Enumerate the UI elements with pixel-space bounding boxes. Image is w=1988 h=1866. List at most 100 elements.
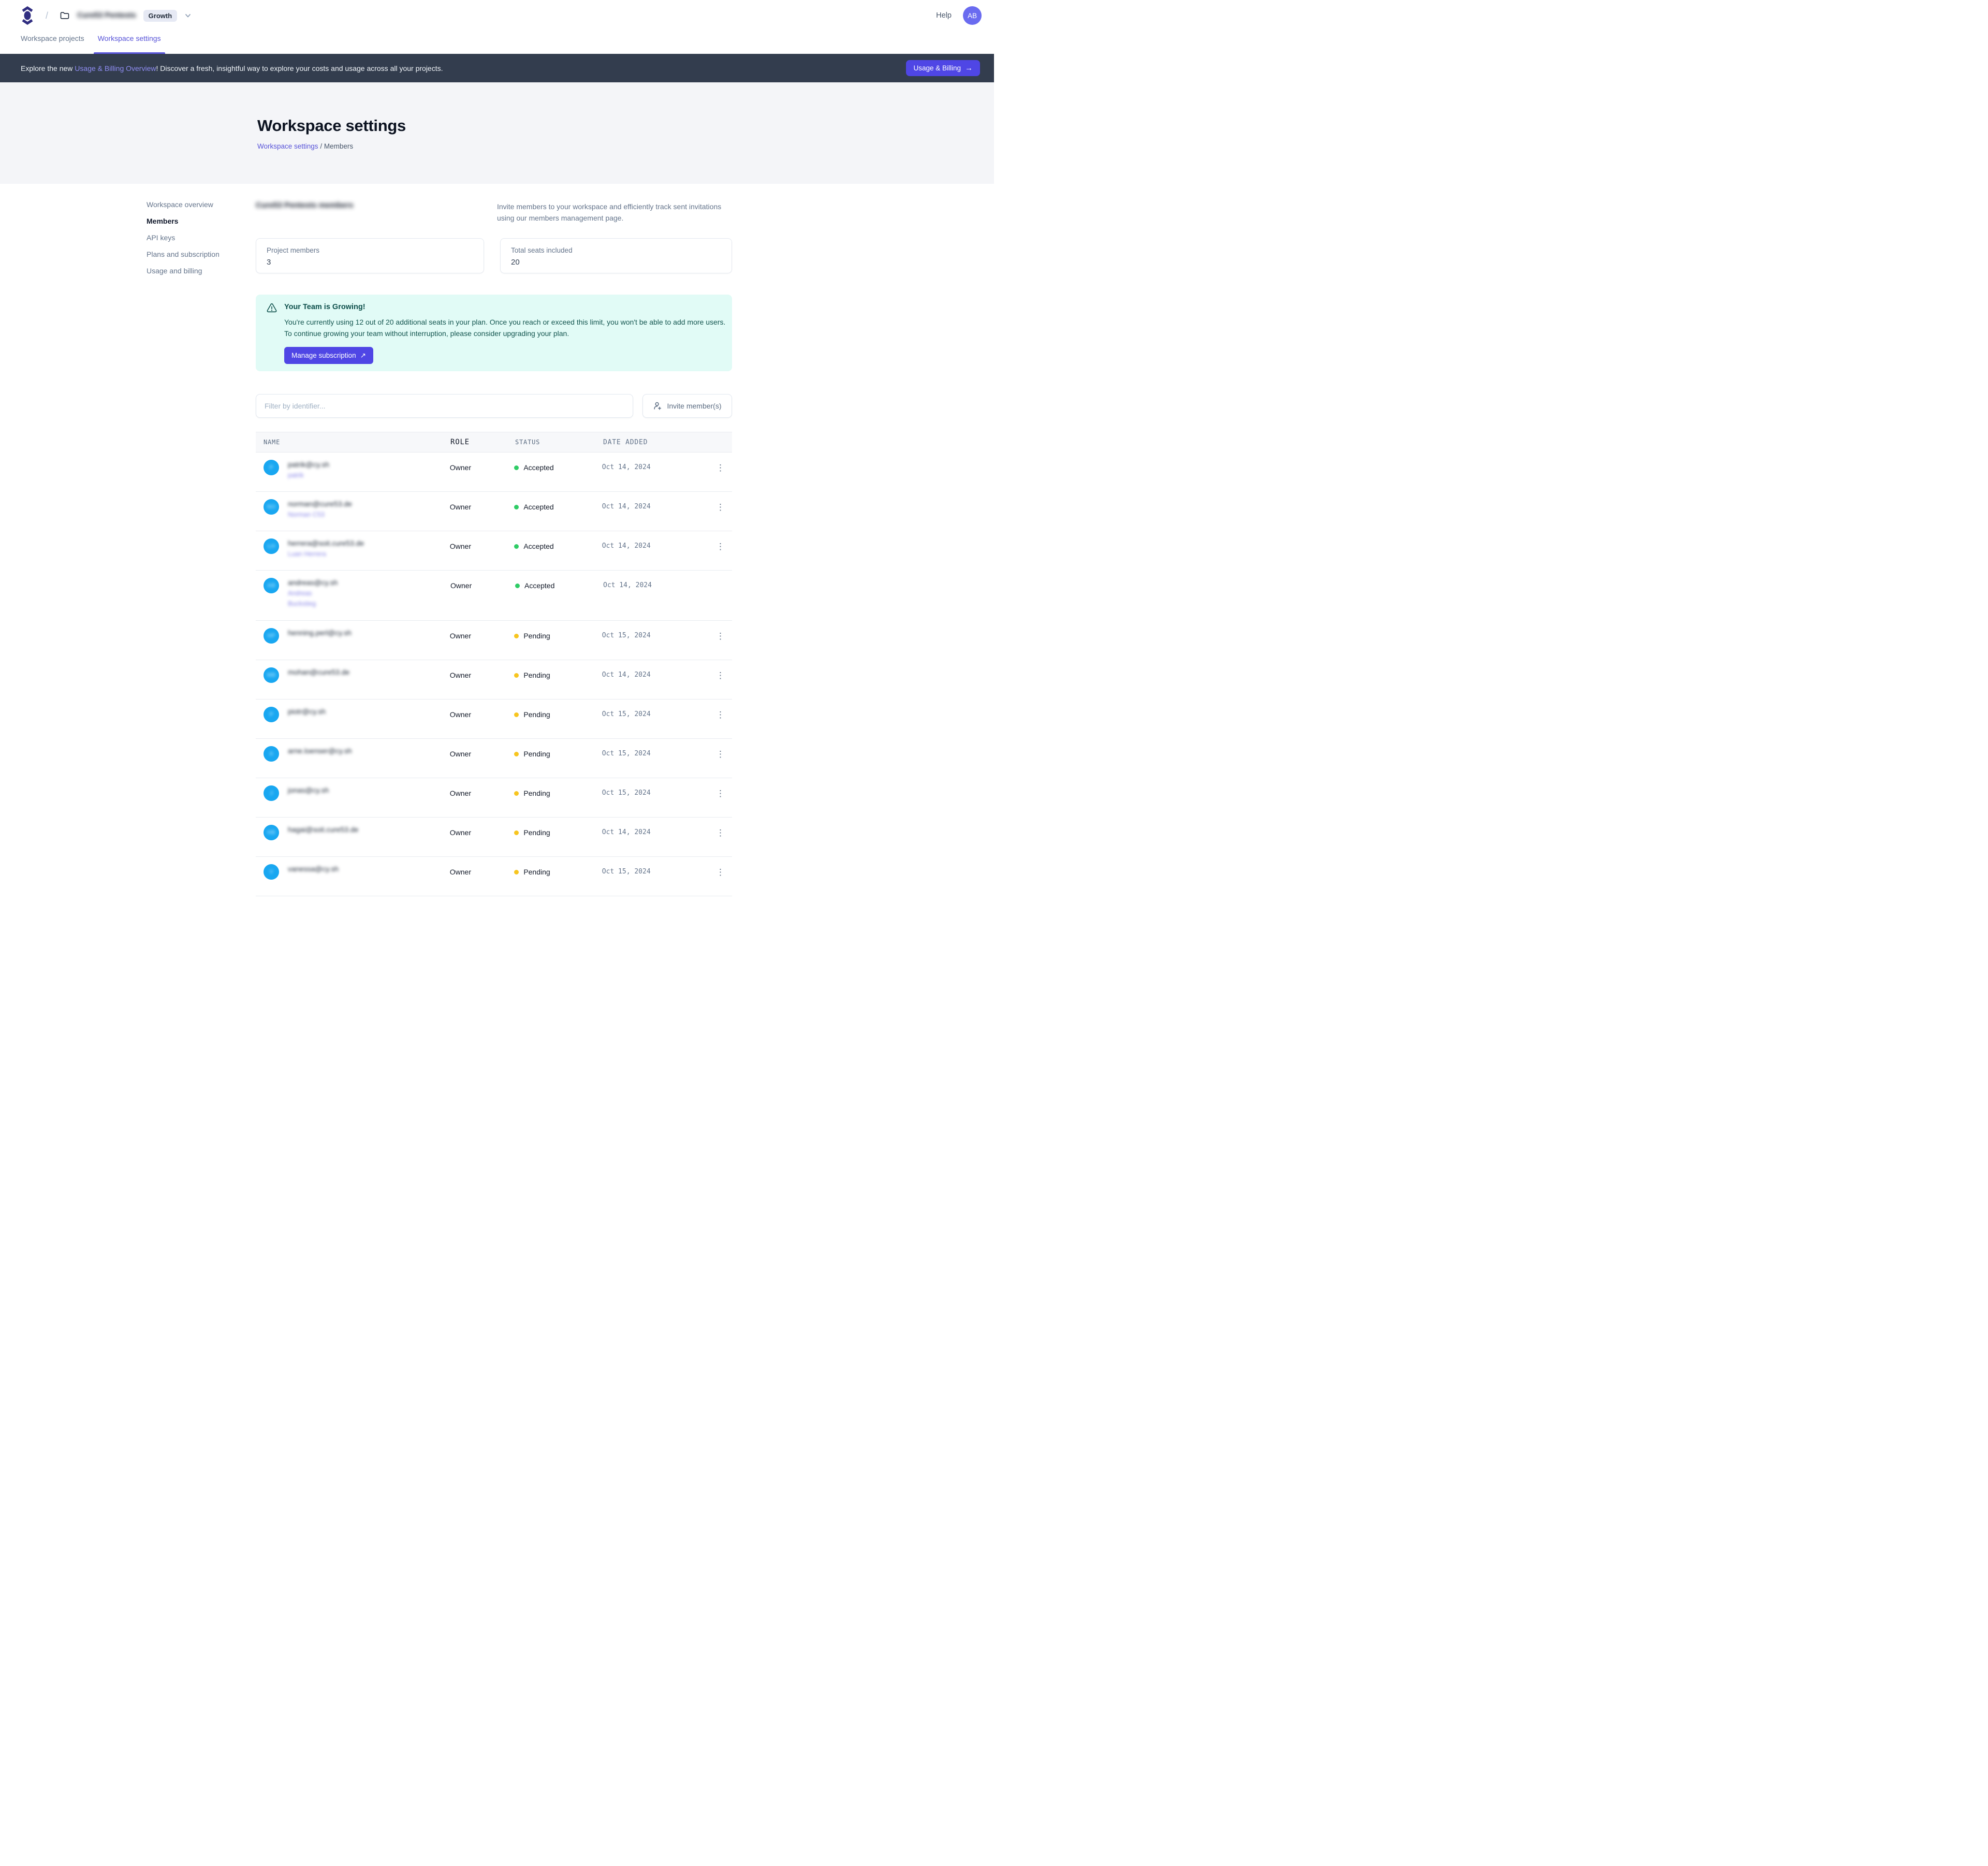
kebab-menu-icon[interactable]: ⋮ <box>716 502 725 512</box>
member-date-added: Oct 15, 2024 <box>602 789 651 797</box>
column-header-status: STATUS <box>515 439 540 446</box>
member-avatar: NO <box>264 499 279 515</box>
kebab-menu-icon[interactable]: ⋮ <box>716 542 725 551</box>
member-name: Andreas <box>288 590 312 597</box>
members-section: Cure53 Pentests members Invite members t… <box>256 201 732 896</box>
member-role: Owner <box>449 828 471 837</box>
table-row: P piotr@cy.sh Owner Pending Oct 15, 2024… <box>256 699 732 739</box>
folder-icon <box>60 12 69 19</box>
table-row: V vanessa@cy.sh Owner Pending Oct 15, 20… <box>256 857 732 896</box>
member-date-added: Oct 14, 2024 <box>602 828 651 836</box>
member-status: Accepted <box>514 538 602 550</box>
member-avatar: HB <box>264 825 279 840</box>
member-avatar: AB <box>264 578 279 593</box>
page-title: Workspace settings <box>257 116 406 135</box>
member-status: Pending <box>514 864 602 876</box>
kebab-menu-icon[interactable]: ⋮ <box>716 749 725 759</box>
manage-subscription-button[interactable]: Manage subscription ↗ <box>284 347 373 364</box>
kebab-menu-icon[interactable]: ⋮ <box>716 789 725 798</box>
table-row: P patrik@cy.sh patrik Owner Accepted Oct … <box>256 453 732 492</box>
table-row: J jonas@cy.sh Owner Pending Oct 15, 2024… <box>256 778 732 818</box>
member-avatar: A <box>264 746 279 762</box>
member-role: Owner <box>449 632 471 640</box>
member-status: Pending <box>514 746 602 758</box>
member-avatar: V <box>264 864 279 880</box>
member-name: patrik <box>288 472 304 479</box>
kebab-menu-icon[interactable]: ⋮ <box>716 867 725 877</box>
table-header: NAME ROLE STATUS DATE ADDED <box>256 432 732 453</box>
kebab-menu-icon[interactable]: ⋮ <box>716 631 725 641</box>
sidebar-item-workspace-overview[interactable]: Workspace overview <box>147 200 213 209</box>
plan-badge[interactable]: Growth <box>143 9 178 22</box>
warning-icon <box>267 303 277 312</box>
primary-tabs: Workspace projects Workspace settings <box>0 31 994 54</box>
sidebar-item-api-keys[interactable]: API keys <box>147 234 176 242</box>
member-role: Owner <box>449 503 471 511</box>
member-date-added: Oct 15, 2024 <box>602 868 651 876</box>
member-avatar: LH <box>264 538 279 554</box>
member-avatar: MB <box>264 667 279 683</box>
workspace-name[interactable]: Cure53 Pentests <box>77 11 136 20</box>
kebab-menu-icon[interactable]: ⋮ <box>716 710 725 720</box>
usage-billing-button[interactable]: Usage & Billing → <box>906 60 980 76</box>
banner-text: Explore the new Usage & Billing Overview… <box>21 64 443 72</box>
user-plus-icon <box>654 402 662 410</box>
member-email: hagai@soit.cure53.de <box>288 825 359 834</box>
member-role: Owner <box>449 789 471 797</box>
member-email: henning.perl@cy.sh <box>288 629 352 637</box>
member-avatar: P <box>264 707 279 722</box>
kebab-menu-icon[interactable]: ⋮ <box>716 670 725 680</box>
member-role: Owner <box>449 868 471 876</box>
column-header-name: NAME <box>264 439 281 446</box>
column-header-role: ROLE <box>450 438 470 446</box>
team-growing-notice: Your Team is Growing! You're currently u… <box>256 294 732 371</box>
filter-input[interactable] <box>256 394 633 418</box>
breadcrumb: Workspace settings / Members <box>257 142 354 150</box>
sidebar-item-plans-and-subscription[interactable]: Plans and subscription <box>147 250 220 258</box>
stat-value: 3 <box>267 257 271 267</box>
invite-members-button[interactable]: Invite member(s) <box>642 394 732 418</box>
table-row: HB hagai@soit.cure53.de Owner Pending Oc… <box>256 818 732 857</box>
member-date-added: Oct 14, 2024 <box>602 503 651 511</box>
breadcrumb-workspace-settings-link[interactable]: Workspace settings <box>257 142 318 150</box>
notice-body: You're currently using 12 out of 20 addi… <box>284 317 726 338</box>
status-dot-icon <box>514 673 519 678</box>
members-intro: Invite members to your workspace and eff… <box>497 202 722 223</box>
member-date-added: Oct 14, 2024 <box>602 463 651 471</box>
member-name: Norman C53 <box>288 511 325 518</box>
status-dot-icon <box>514 751 519 756</box>
member-role: Owner <box>449 710 471 719</box>
stats-row: Project members 3 Total seats included 20 <box>256 238 732 273</box>
notice-title: Your Team is Growing! <box>284 302 366 311</box>
member-email: jonas@cy.sh <box>288 786 329 794</box>
help-link[interactable]: Help <box>936 11 952 20</box>
breadcrumb-separator: / <box>46 10 49 21</box>
breadcrumb-current: Members <box>324 142 354 150</box>
stat-card: Project members 3 <box>256 238 484 273</box>
member-email: patrik@cy.sh <box>288 460 330 469</box>
status-dot-icon <box>514 869 519 874</box>
member-email: norman@cure53.de <box>288 500 352 508</box>
member-avatar: P <box>264 460 279 475</box>
status-dot-icon <box>514 712 519 717</box>
tab-workspace-projects[interactable]: Workspace projects <box>21 34 84 42</box>
member-status: Accepted <box>514 499 602 511</box>
sidebar-item-usage-and-billing[interactable]: Usage and billing <box>147 267 202 275</box>
member-role: Owner <box>449 542 471 550</box>
usage-billing-overview-link[interactable]: Usage & Billing Overview <box>75 64 156 72</box>
kebab-menu-icon[interactable]: ⋮ <box>716 828 725 838</box>
member-role: Owner <box>449 463 471 472</box>
member-email: mohan@cure53.de <box>288 668 350 676</box>
user-avatar[interactable]: AB <box>963 6 982 25</box>
kebab-menu-icon[interactable]: ⋮ <box>716 463 725 473</box>
member-date-added: Oct 14, 2024 <box>602 542 651 550</box>
page-header: Workspace settings Workspace settings / … <box>0 82 994 184</box>
tab-workspace-settings[interactable]: Workspace settings <box>93 31 165 54</box>
app-logo-icon[interactable] <box>21 6 34 25</box>
stat-label: Project members <box>267 246 320 254</box>
sidebar-item-members[interactable]: Members <box>147 217 179 225</box>
member-date-added: Oct 15, 2024 <box>602 632 651 639</box>
chevron-down-icon[interactable] <box>184 12 192 19</box>
table-row: A arne.loenser@cy.sh Owner Pending Oct 1… <box>256 739 732 778</box>
member-date-added: Oct 14, 2024 <box>603 581 652 589</box>
